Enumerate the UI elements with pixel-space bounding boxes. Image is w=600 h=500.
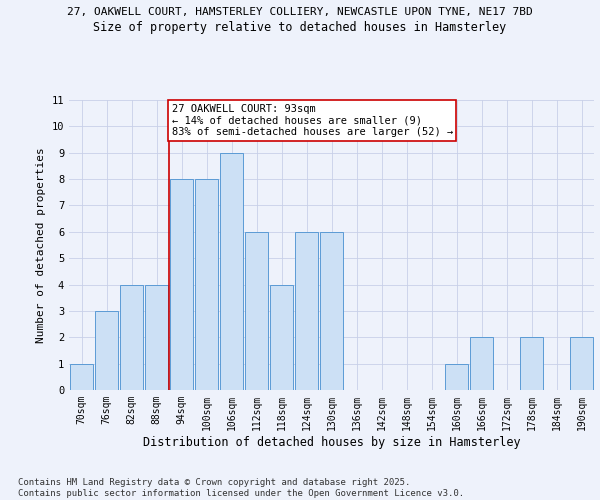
Bar (569, 338, 593, 390)
Bar (220, 152, 244, 390)
Text: Size of property relative to detached houses in Hamsterley: Size of property relative to detached ho… (94, 21, 506, 34)
X-axis label: Distribution of detached houses by size in Hamsterley: Distribution of detached houses by size … (143, 436, 520, 448)
Bar (445, 364, 469, 390)
Bar (194, 179, 218, 390)
Y-axis label: Number of detached properties: Number of detached properties (36, 147, 46, 343)
Bar (145, 284, 169, 390)
Bar (295, 232, 319, 390)
Bar (520, 338, 544, 390)
Text: 27 OAKWELL COURT: 93sqm
← 14% of detached houses are smaller (9)
83% of semi-det: 27 OAKWELL COURT: 93sqm ← 14% of detache… (172, 104, 453, 137)
Bar (269, 284, 293, 390)
Bar (170, 179, 193, 390)
Bar (70, 364, 94, 390)
Bar (119, 284, 143, 390)
Bar (320, 232, 343, 390)
Text: Contains HM Land Registry data © Crown copyright and database right 2025.
Contai: Contains HM Land Registry data © Crown c… (18, 478, 464, 498)
Bar (470, 338, 493, 390)
Bar (95, 311, 118, 390)
Bar (245, 232, 268, 390)
Text: 27, OAKWELL COURT, HAMSTERLEY COLLIERY, NEWCASTLE UPON TYNE, NE17 7BD: 27, OAKWELL COURT, HAMSTERLEY COLLIERY, … (67, 8, 533, 18)
